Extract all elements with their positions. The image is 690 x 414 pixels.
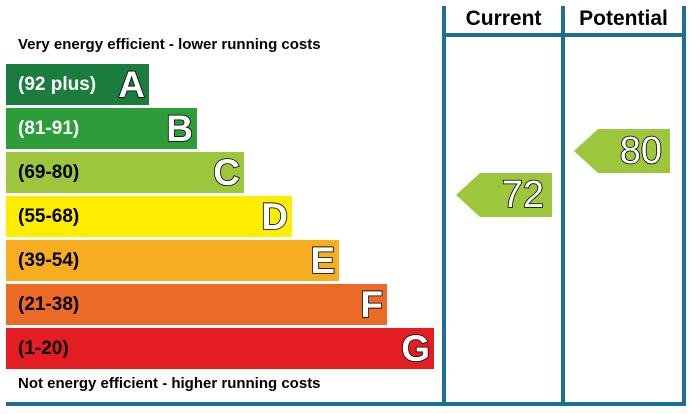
band-b-range: (81-91) <box>18 118 80 139</box>
frame-right-line <box>682 6 686 406</box>
potential-rating-arrow: 80 <box>574 129 670 173</box>
band-g-range: (1-20) <box>18 338 69 359</box>
band-g-letter: G <box>400 327 430 370</box>
band-g: (1-20) G <box>6 327 434 370</box>
current-rating-arrow: 72 <box>456 173 552 217</box>
current-arrow-shape <box>456 173 552 217</box>
band-a-letter: A <box>117 63 145 106</box>
potential-rating-value: 80 <box>619 129 663 173</box>
frame-middle-line <box>561 6 565 406</box>
header-underline <box>442 33 686 37</box>
band-d-letter: D <box>260 195 288 238</box>
current-rating-value: 72 <box>501 173 545 217</box>
band-b-letter: B <box>165 107 193 150</box>
current-column-header: Current <box>465 7 542 30</box>
band-a-range: (92 plus) <box>18 74 97 95</box>
bottom-caption: Not energy efficient - higher running co… <box>18 375 321 392</box>
band-a: (92 plus) A <box>6 63 149 106</box>
band-f: (21-38) F <box>6 283 387 326</box>
band-e: (39-54) E <box>6 239 339 282</box>
band-d: (55-68) D <box>6 195 292 238</box>
band-b: (81-91) B <box>6 107 197 150</box>
potential-column-header: Potential <box>579 7 668 30</box>
band-c-range: (69-80) <box>18 162 80 183</box>
band-f-range: (21-38) <box>18 294 80 315</box>
band-c: (69-80) C <box>6 151 244 194</box>
band-c-letter: C <box>212 151 240 194</box>
potential-arrow-shape <box>574 129 670 173</box>
band-e-range: (39-54) <box>18 250 80 271</box>
frame-bottom-line <box>6 402 686 406</box>
band-d-range: (55-68) <box>18 206 80 227</box>
frame-left-line <box>442 6 446 406</box>
band-f-letter: F <box>360 283 384 326</box>
band-e-letter: E <box>310 239 336 282</box>
top-caption: Very energy efficient - lower running co… <box>18 36 321 53</box>
